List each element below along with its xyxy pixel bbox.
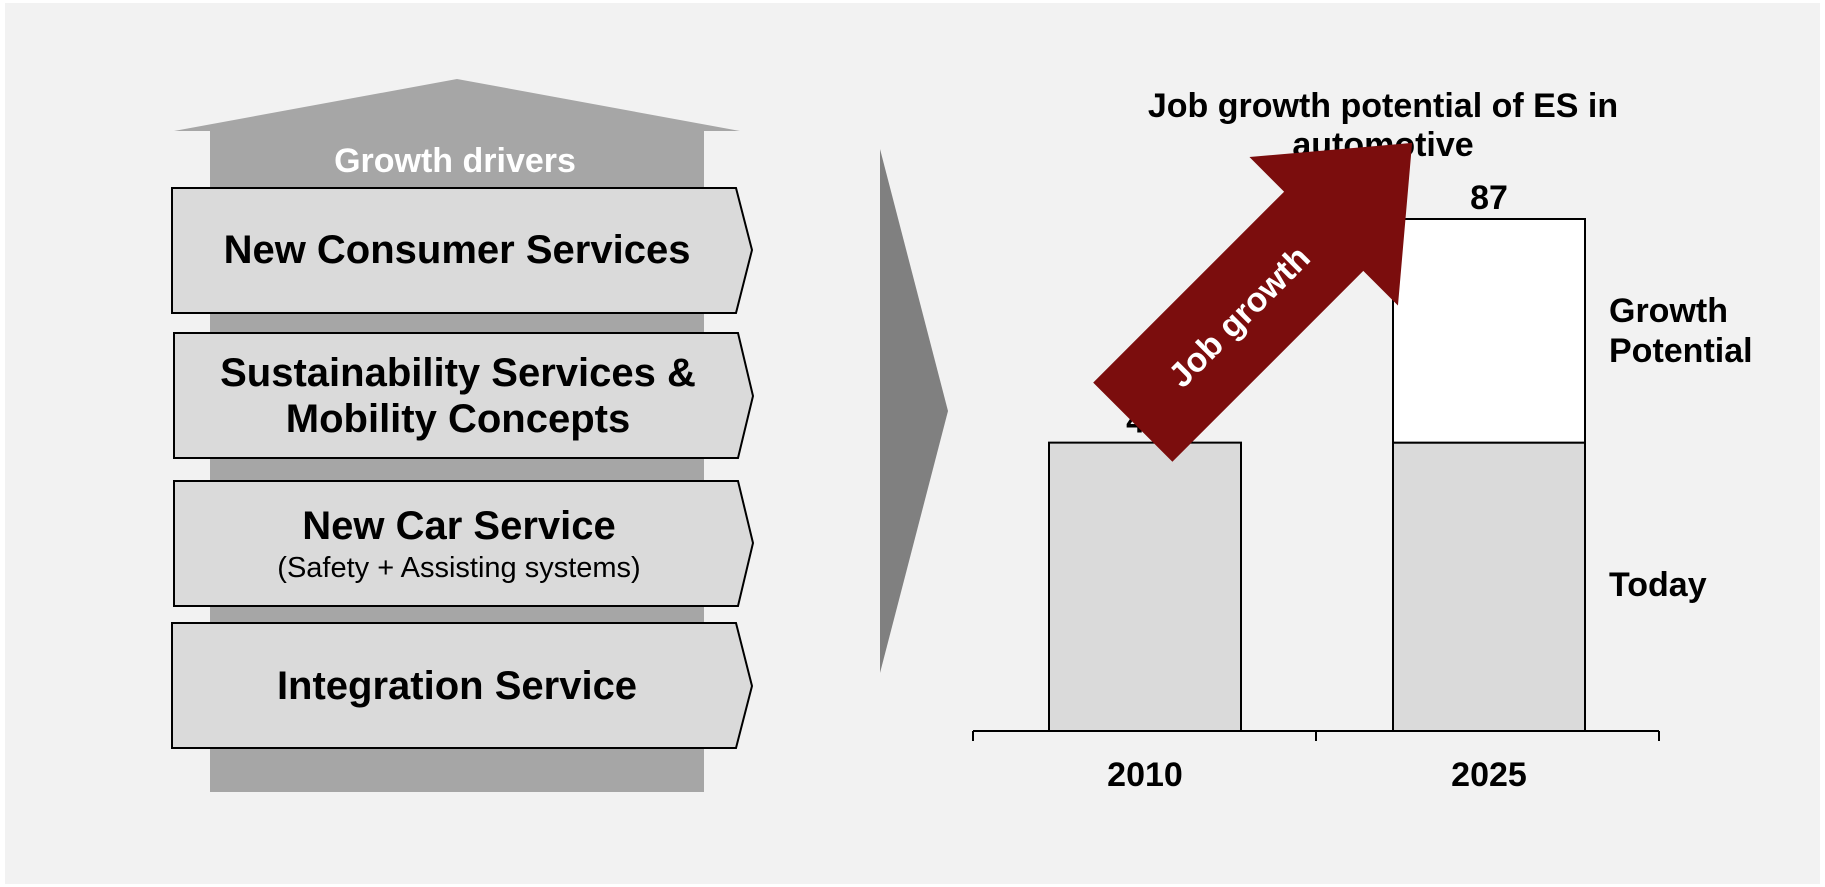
driver-box <box>171 187 754 314</box>
bar-segment-growth-potential <box>1392 218 1586 444</box>
job-growth-chart: Job growth potential of ES in automotive… <box>972 87 1753 794</box>
driver-subtitle: (Safety + Assisting systems) <box>277 552 640 584</box>
bar-segment-today <box>1392 441 1586 732</box>
driver-box <box>171 622 754 749</box>
x-tick-label: 2025 <box>1451 756 1527 794</box>
driver-integration-service: Integration Service <box>171 622 754 749</box>
driver-title-line1: Sustainability Services & <box>220 351 696 395</box>
job-growth-arrow-shape <box>1093 142 1413 462</box>
legend-growth-potential-line2: Potential <box>1609 332 1753 370</box>
legend-today: Today <box>1609 566 1707 604</box>
growth-drivers-panel: Growth drivers New Consumer Services Sus… <box>171 79 755 792</box>
bar-total-label: 87 <box>1470 179 1508 217</box>
driver-title: New Car Service <box>302 504 616 548</box>
driver-title: New Consumer Services <box>224 228 691 272</box>
driver-new-car-service: New Car Service (Safety + Assisting syst… <box>173 480 755 607</box>
driver-title-line2: Mobility Concepts <box>286 397 630 441</box>
driver-new-consumer-services: New Consumer Services <box>171 187 754 314</box>
house-roof <box>174 79 740 131</box>
legend-growth-potential-line1: Growth <box>1609 292 1728 330</box>
x-tick-label: 2010 <box>1107 756 1183 794</box>
bar-segment-today <box>1048 441 1242 732</box>
driver-box <box>173 480 755 607</box>
growth-drivers-title: Growth drivers <box>334 142 576 180</box>
bars-layer: 492010872025 <box>1048 179 1586 794</box>
driver-title: Integration Service <box>277 664 637 708</box>
transition-chevron <box>880 149 948 673</box>
driver-box <box>173 332 755 459</box>
driver-sustainability-mobility: Sustainability Services & Mobility Conce… <box>173 332 755 459</box>
chart-title-line1: Job growth potential of ES in <box>1148 87 1618 125</box>
